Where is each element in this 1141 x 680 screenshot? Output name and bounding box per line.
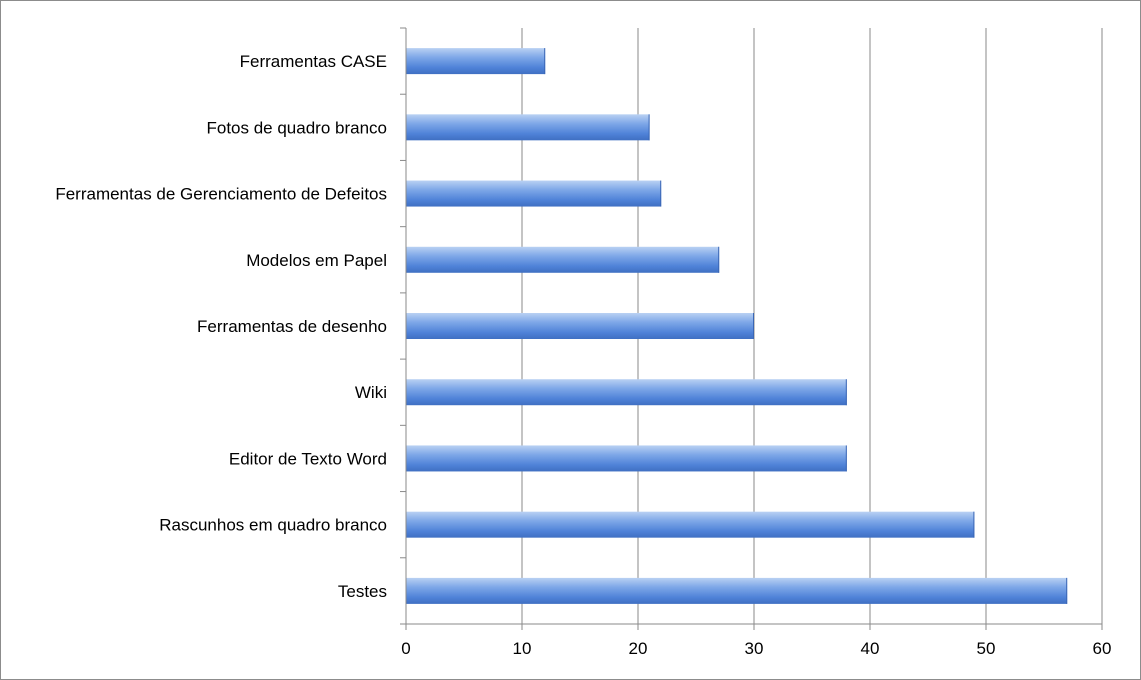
- x-tick-labels: 0 10 20 30 40 50 60: [401, 639, 1111, 658]
- category-label: Ferramentas CASE: [240, 52, 387, 71]
- x-tick-label: 40: [861, 639, 880, 658]
- category-label: Testes: [338, 582, 387, 601]
- bar-end: [845, 445, 847, 472]
- category-labels: Ferramentas CASE Fotos de quadro branco Fe…: [55, 52, 387, 601]
- x-tick-label: 0: [401, 639, 410, 658]
- category-label: Rascunhos em quadro branco: [159, 516, 387, 535]
- axes: [400, 27, 1103, 630]
- bar: [406, 180, 662, 207]
- bar: [406, 313, 754, 339]
- bar-end: [660, 180, 662, 207]
- bar: [406, 379, 847, 406]
- bar: [406, 445, 847, 472]
- bar-end: [845, 379, 847, 406]
- category-label: Wiki: [355, 383, 387, 402]
- x-tick-label: 10: [513, 639, 532, 658]
- bar: [406, 246, 720, 273]
- bar-end: [973, 511, 975, 538]
- category-label: Ferramentas de desenho: [197, 317, 387, 336]
- x-tick-label: 20: [629, 639, 648, 658]
- category-label: Editor de Texto Word: [229, 449, 387, 468]
- x-tick-label: 30: [745, 639, 764, 658]
- bar-end: [718, 246, 720, 273]
- x-tick-label: 50: [977, 639, 996, 658]
- category-label: Fotos de quadro branco: [206, 118, 387, 137]
- bar: [406, 48, 546, 75]
- bar: [406, 577, 1068, 604]
- bar-end: [1066, 577, 1068, 604]
- bars: [406, 48, 1068, 604]
- category-label: Ferramentas de Gerenciamento de Defeitos: [55, 185, 387, 204]
- category-label: Modelos em Papel: [246, 251, 387, 270]
- bar: [406, 114, 650, 141]
- bar-end: [648, 114, 650, 141]
- bar: [406, 511, 975, 538]
- x-tick-label: 60: [1093, 639, 1112, 658]
- bar-end: [544, 48, 546, 75]
- bar-end: [753, 313, 754, 339]
